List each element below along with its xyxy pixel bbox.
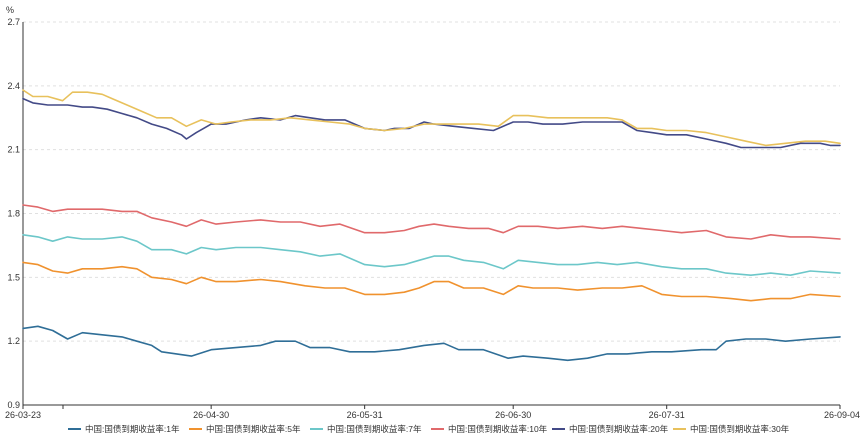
x-tick-label: 26-06-30 xyxy=(495,410,531,420)
legend-label: 中国:国债到期收益率:5年 xyxy=(206,424,301,434)
legend-item-4[interactable]: 中国:国债到期收益率:10年 xyxy=(431,424,548,434)
legend-label: 中国:国债到期收益率:7年 xyxy=(327,424,422,434)
legend-item-3[interactable]: 中国:国债到期收益率:7年 xyxy=(310,424,422,434)
x-tick-label: 26-09-04 xyxy=(824,410,860,420)
legend-item-6[interactable]: 中国:国债到期收益率:30年 xyxy=(673,424,790,434)
series-line-5[interactable] xyxy=(22,97,841,149)
y-tick-label: 1.8 xyxy=(7,209,20,219)
x-tick-label: 26-03-23 xyxy=(5,410,41,420)
legend-label: 中国:国债到期收益率:20年 xyxy=(569,424,669,434)
y-tick-label: 2.4 xyxy=(7,81,20,91)
legend-label: 中国:国债到期收益率:10年 xyxy=(448,424,548,434)
legend-item-1[interactable]: 中国:国债到期收益率:1年 xyxy=(68,424,180,434)
series-line-1[interactable] xyxy=(22,325,841,362)
legend-item-2[interactable]: 中国:国债到期收益率:5年 xyxy=(189,424,301,434)
series-line-4[interactable] xyxy=(22,204,841,240)
series-line-6[interactable] xyxy=(22,89,841,147)
y-tick-label: 2.7 xyxy=(7,17,20,27)
axes: 0.9 1.2 1.5 1.8 2.1 2.4 2.7 26-03-23 26-04-30 26-… xyxy=(5,17,860,420)
x-tick-label: 26-05-31 xyxy=(347,410,383,420)
grid-lines xyxy=(23,21,840,342)
legend-label: 中国:国债到期收益率:30年 xyxy=(690,424,790,434)
x-tick-label: 26-04-30 xyxy=(193,410,229,420)
legend[interactable]: 中国:国债到期收益率:1年 中国:国债到期收益率:5年 中国:国债到期收益率:7年 中… xyxy=(68,424,790,434)
x-tick-label: 26-07-31 xyxy=(649,410,685,420)
y-tick-label: 0.9 xyxy=(7,400,20,410)
series-line-3[interactable] xyxy=(22,234,841,277)
y-axis-unit-label: % xyxy=(6,5,14,15)
y-tick-label: 1.2 xyxy=(7,336,20,346)
series-line-2[interactable] xyxy=(22,261,841,302)
series-lines xyxy=(22,89,841,362)
legend-item-5[interactable]: 中国:国债到期收益率:20年 xyxy=(552,424,669,434)
legend-label: 中国:国债到期收益率:1年 xyxy=(85,424,180,434)
y-tick-label: 2.1 xyxy=(7,145,20,155)
y-tick-label: 1.5 xyxy=(7,272,20,282)
